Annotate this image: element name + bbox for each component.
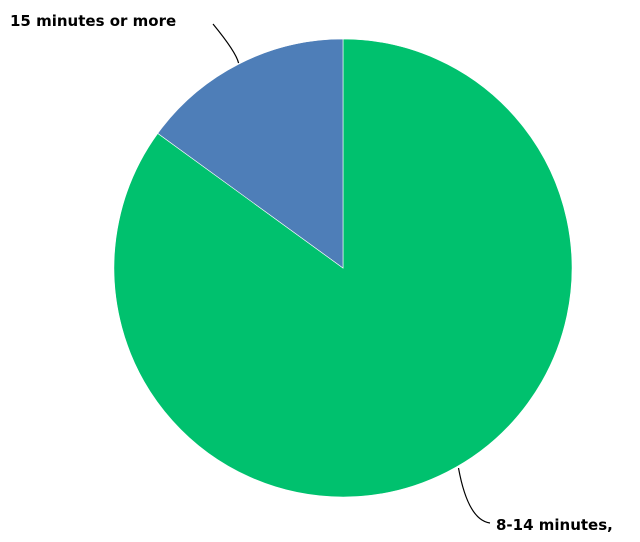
- leader-line-1: [212, 23, 240, 64]
- leader-lines: [212, 23, 491, 524]
- pie-slices: [113, 38, 573, 498]
- slice-label-15-minutes-or-more: 15 minutes or more: [10, 12, 176, 30]
- pie-slice-15-minutes-or-more: [157, 38, 344, 269]
- slice-label-8-14-minutes: 8-14 minutes,: [496, 516, 613, 534]
- leader-line-0: [457, 467, 491, 524]
- slice-labels: 8-14 minutes, 15 minutes or more: [10, 12, 613, 534]
